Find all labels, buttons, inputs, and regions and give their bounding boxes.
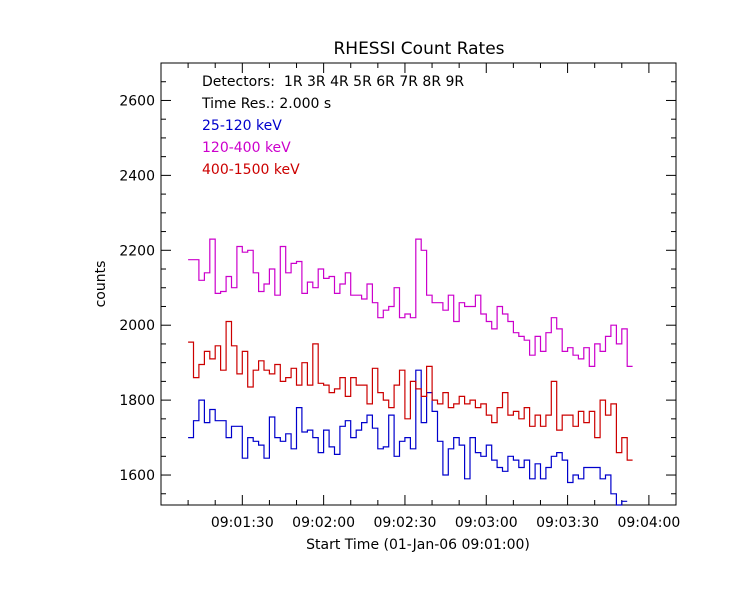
series-line-1 bbox=[188, 238, 633, 367]
series-line-2 bbox=[188, 320, 633, 461]
x-tick-label: 09:03:00 bbox=[455, 515, 518, 531]
y-axis-label: counts bbox=[93, 261, 109, 308]
axis-ticks: 1600 1800 2000 2200 2400 2600 09:01:30 09:02:00… bbox=[119, 63, 680, 531]
y-tick-label: 2600 bbox=[119, 93, 155, 109]
chart-title: RHESSI Count Rates bbox=[333, 39, 504, 59]
x-tick-label: 09:02:30 bbox=[374, 515, 437, 531]
legend-entry-120-400: 120-400 keV bbox=[202, 140, 291, 156]
y-tick-label: 1800 bbox=[119, 393, 155, 409]
y-tick-label: 2200 bbox=[119, 243, 155, 259]
annotation-time-res: Time Res.: 2.000 s bbox=[201, 96, 331, 112]
x-tick-label: 09:02:00 bbox=[292, 515, 355, 531]
x-tick-label: 09:04:00 bbox=[617, 515, 680, 531]
annotation-detectors: Detectors: 1R 3R 4R 5R 6R 7R 8R 9R bbox=[202, 74, 464, 90]
x-axis-label: Start Time (01-Jan-06 09:01:00) bbox=[306, 537, 530, 553]
x-tick-label: 09:03:30 bbox=[536, 515, 599, 531]
y-tick-label: 2000 bbox=[119, 318, 155, 334]
series-line-0 bbox=[188, 369, 628, 506]
x-tick-label: 09:01:30 bbox=[211, 515, 274, 531]
legend-entry-25-120: 25-120 keV bbox=[202, 118, 282, 134]
y-tick-label: 2400 bbox=[119, 168, 155, 184]
y-tick-label: 1600 bbox=[119, 468, 155, 484]
legend-entry-400-1500: 400-1500 keV bbox=[202, 162, 300, 178]
plot-series bbox=[188, 238, 633, 506]
plot-frame bbox=[160, 62, 677, 506]
